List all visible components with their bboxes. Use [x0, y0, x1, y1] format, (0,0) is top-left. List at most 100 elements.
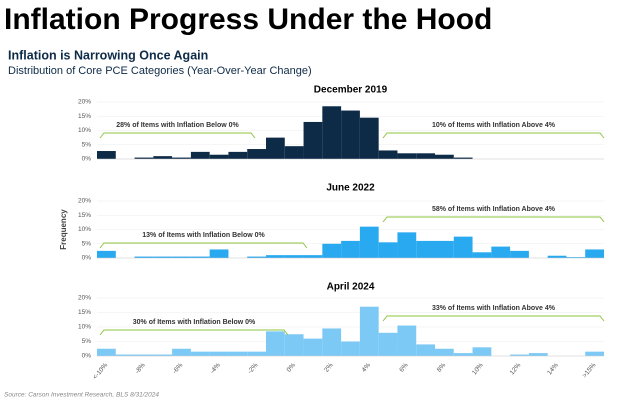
x-tick-label: -6%	[172, 362, 185, 376]
bar	[97, 348, 116, 356]
description: Distribution of Core PCE Categories (Yea…	[8, 65, 312, 77]
bar	[284, 146, 304, 159]
bar	[341, 341, 360, 356]
y-tick-label: 10%	[78, 127, 91, 134]
y-tick-label: 5%	[82, 240, 92, 247]
bar	[435, 154, 454, 159]
bracket	[99, 132, 256, 139]
bar	[134, 256, 154, 258]
y-tick-label: 10%	[78, 226, 91, 233]
bar	[115, 354, 135, 356]
bar	[247, 351, 266, 356]
bar	[435, 240, 454, 258]
bar	[266, 255, 285, 258]
annotation: 33% of Items with Inflation Above 4%	[432, 305, 556, 312]
y-tick-label: 20%	[78, 198, 91, 205]
annotation: 58% of Items with Inflation Above 4%	[432, 206, 556, 213]
chart-title: December 2019	[314, 85, 388, 96]
bar	[341, 110, 360, 159]
bar	[134, 354, 154, 356]
annotation: 30% of Items with Inflation Below 0%	[133, 319, 256, 326]
y-tick-label: 0%	[82, 353, 92, 360]
y-axis-label: Frequency	[59, 209, 68, 250]
y-tick-label: 0%	[82, 156, 92, 163]
bar	[172, 157, 191, 159]
bar	[472, 252, 492, 258]
y-tick-label: 20%	[78, 99, 91, 106]
bar	[172, 348, 191, 356]
x-tick-label: 2%	[323, 362, 335, 374]
bracket	[99, 329, 289, 336]
y-tick-label: 15%	[78, 309, 91, 316]
x-tick-label: <-10%	[92, 362, 110, 381]
x-tick-label: -4%	[209, 362, 222, 376]
bracket	[99, 242, 308, 249]
bar	[585, 351, 604, 356]
bar	[397, 325, 417, 356]
annotation: 28% of Items with Inflation Below 0%	[116, 122, 239, 129]
annotation: 13% of Items with Inflation Below 0%	[142, 232, 265, 239]
bar	[359, 117, 379, 159]
bar	[453, 157, 473, 159]
bar	[566, 257, 586, 258]
y-tick-label: 15%	[78, 113, 91, 120]
bar	[491, 246, 511, 258]
bar	[284, 334, 304, 356]
bar	[153, 354, 173, 356]
x-tick-label: -2%	[247, 362, 260, 376]
y-tick-label: 0%	[82, 255, 92, 262]
y-tick-label: 15%	[78, 212, 91, 219]
bar	[510, 354, 529, 356]
bar	[97, 250, 116, 258]
bar	[247, 149, 266, 159]
bar	[322, 243, 342, 258]
x-tick-label: 6%	[398, 362, 410, 374]
bar	[397, 153, 417, 159]
bar	[378, 150, 398, 159]
bar	[247, 256, 266, 258]
bar	[209, 249, 229, 258]
bar	[472, 347, 492, 356]
bar	[153, 256, 173, 258]
bar	[341, 240, 360, 258]
x-tick-label: 4%	[361, 362, 373, 374]
bar	[303, 255, 323, 258]
x-tick-label: -8%	[134, 362, 147, 376]
bar	[322, 328, 342, 356]
subtitle: Inflation is Narrowing Once Again	[8, 48, 208, 62]
bar	[528, 353, 548, 356]
bar	[322, 106, 342, 159]
bar	[359, 226, 379, 258]
chart-title: April 2024	[327, 282, 375, 293]
bar	[190, 256, 210, 258]
bar	[435, 348, 454, 356]
bar	[228, 151, 248, 159]
y-tick-label: 10%	[78, 324, 91, 331]
bar	[378, 242, 398, 258]
page-title: Inflation Progress Under the Hood	[4, 3, 492, 36]
bar	[378, 332, 398, 356]
y-tick-label: 20%	[78, 295, 91, 302]
bar	[134, 157, 154, 159]
bracket	[382, 132, 605, 139]
y-tick-label: 5%	[82, 338, 92, 345]
bar	[510, 250, 529, 258]
bar	[266, 137, 285, 159]
chart-title: June 2022	[326, 183, 375, 194]
x-tick-label: 12%	[509, 362, 523, 377]
bar	[416, 240, 435, 258]
y-tick-label: 5%	[82, 141, 92, 148]
bar	[172, 256, 191, 258]
bar	[416, 344, 435, 356]
bracket	[382, 216, 605, 223]
bar	[303, 121, 323, 159]
x-tick-label: >15%	[581, 362, 597, 380]
bar	[453, 353, 473, 356]
x-tick-label: 10%	[471, 362, 485, 377]
bar	[585, 249, 604, 258]
bar	[153, 156, 173, 159]
bar	[359, 306, 379, 356]
annotation: 10% of Items with Inflation Above 4%	[432, 122, 556, 129]
x-tick-label: 14%	[546, 362, 560, 377]
